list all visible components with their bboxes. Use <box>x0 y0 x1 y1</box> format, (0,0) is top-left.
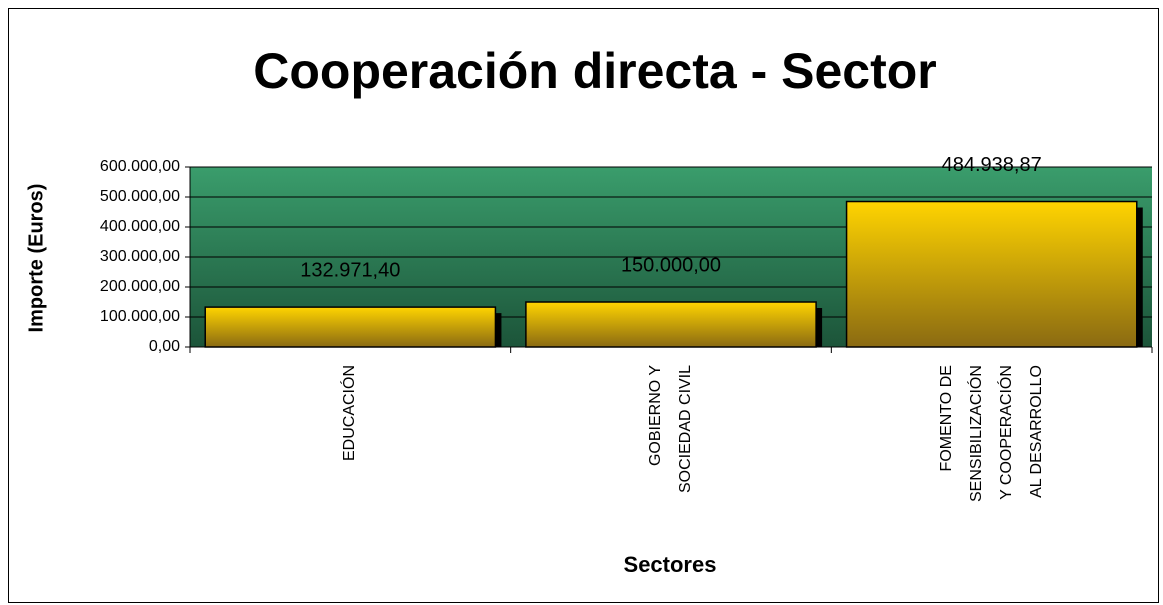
x-axis-label: Sectores <box>624 552 717 577</box>
x-tick-label: EDUCACIÓN <box>341 364 359 461</box>
data-label: 484.938,87 <box>942 154 1042 176</box>
y-tick-label: 100.000,00 <box>100 308 180 325</box>
bar <box>525 301 817 348</box>
y-axis-label: Importe (Euros) <box>25 184 47 333</box>
y-tick-label: 0,00 <box>149 338 180 355</box>
data-label: 132.971,40 <box>300 259 400 281</box>
y-tick-label: 500.000,00 <box>100 188 180 205</box>
y-tick-label: 300.000,00 <box>100 248 180 265</box>
chart-border <box>8 8 1159 603</box>
y-tick-label: 400.000,00 <box>100 218 180 235</box>
bar <box>204 306 497 348</box>
data-label: 150.000,00 <box>621 254 721 276</box>
y-tick-label: 200.000,00 <box>100 278 180 295</box>
y-tick-label: 600.000,00 <box>100 158 180 175</box>
x-tick-label: FOMENTO DE SENSIBILIZACIÓN Y COOPERACIÓN… <box>937 365 1045 502</box>
x-tick-label: GOBIERNO Y SOCIEDAD CIVIL <box>647 364 694 493</box>
chart-title: Cooperación directa - Sector <box>253 43 937 99</box>
bar <box>845 200 1138 348</box>
